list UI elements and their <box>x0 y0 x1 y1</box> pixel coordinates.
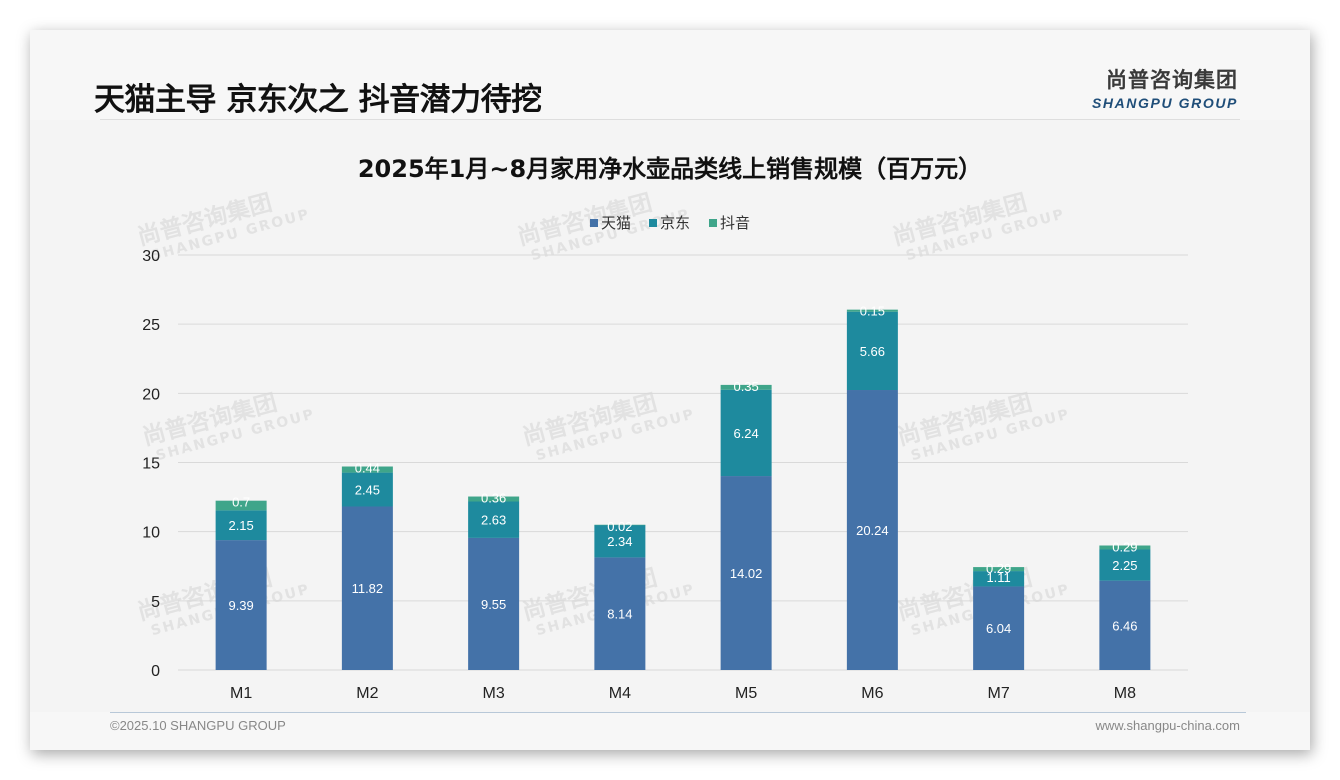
y-tick-label: 0 <box>151 663 160 680</box>
bar-抖音-M3 <box>468 496 520 502</box>
y-tick-label: 10 <box>142 525 160 542</box>
footer: ©2025.10 SHANGPU GROUP www.shangpu-china… <box>30 712 1310 750</box>
legend-item-抖音: 抖音 <box>709 214 750 232</box>
bar-京东-M1 <box>215 510 267 541</box>
data-label: 6.04 <box>986 621 1011 636</box>
bar-抖音-M6 <box>846 309 898 312</box>
data-label: 0.29 <box>986 561 1011 576</box>
x-tick-label: M2 <box>356 685 378 702</box>
company-logo: 尚普咨询集团 SHANGPU GROUP <box>1092 64 1238 111</box>
page-title: 天猫主导 京东次之 抖音潜力待挖 <box>94 82 542 118</box>
legend-item-天猫: 天猫 <box>590 214 631 232</box>
bar-京东-M6 <box>846 311 898 391</box>
copyright-text: ©2025.10 SHANGPU GROUP <box>110 718 286 733</box>
data-label: 2.25 <box>1112 558 1137 573</box>
data-label: 2.34 <box>607 534 632 549</box>
legend-item-京东: 京东 <box>649 214 690 232</box>
legend-label: 京东 <box>660 214 690 232</box>
x-tick-label: M4 <box>609 685 631 702</box>
data-label: 14.02 <box>730 566 763 581</box>
legend-label: 抖音 <box>720 214 750 232</box>
bar-抖音-M8 <box>1099 545 1151 550</box>
x-tick-label: M6 <box>861 685 883 702</box>
data-label: 0.36 <box>481 491 506 506</box>
slide: 天猫主导 京东次之 抖音潜力待挖 尚普咨询集团 SHANGPU GROUP 尚普… <box>30 30 1310 750</box>
header-divider <box>100 119 1240 120</box>
bar-京东-M3 <box>468 501 520 538</box>
chart-title: 2025年1月~8月家用净水壶品类线上销售规模（百万元） <box>358 155 982 183</box>
y-tick-label: 30 <box>142 248 160 265</box>
header: 天猫主导 京东次之 抖音潜力待挖 尚普咨询集团 SHANGPU GROUP <box>30 30 1310 120</box>
data-label: 11.82 <box>352 581 384 596</box>
data-label: 0.35 <box>733 379 758 394</box>
data-label: 6.24 <box>733 426 758 441</box>
bar-京东-M8 <box>1099 549 1151 581</box>
bar-抖音-M2 <box>341 466 393 473</box>
data-label: 0.44 <box>355 461 380 476</box>
data-label: 2.45 <box>355 483 380 498</box>
bar-京东-M5 <box>720 389 772 477</box>
bar-天猫-M5 <box>720 476 772 670</box>
bar-天猫-M8 <box>1099 580 1151 670</box>
logo-en-text: SHANGPU GROUP <box>1091 95 1238 111</box>
data-label: 0.15 <box>860 304 885 319</box>
data-label: 6.46 <box>1112 618 1137 633</box>
bar-京东-M2 <box>341 472 393 507</box>
data-label: 20.24 <box>856 523 889 538</box>
footer-divider <box>110 712 1246 713</box>
bar-京东-M4 <box>594 525 646 558</box>
y-tick-label: 25 <box>142 317 160 334</box>
data-label: 1.11 <box>986 570 1010 585</box>
data-label: 0.02 <box>607 519 632 534</box>
y-tick-label: 5 <box>151 594 160 611</box>
y-tick-label: 15 <box>142 456 160 473</box>
logo-cn-text: 尚普咨询集团 <box>1106 68 1238 92</box>
website-link[interactable]: www.shangpu-china.com <box>1095 718 1240 733</box>
data-label: 0.7 <box>232 495 250 510</box>
legend-swatch <box>590 219 598 227</box>
legend-swatch <box>649 219 657 227</box>
legend: 天猫 京东 抖音 <box>590 214 750 232</box>
bar-天猫-M6 <box>846 390 898 670</box>
data-label: 5.66 <box>860 344 885 359</box>
bar-天猫-M7 <box>973 586 1025 670</box>
legend-swatch <box>709 219 717 227</box>
x-axis-ticks: M1 M2 M3 M4 M5 M6 M7 M8 <box>230 685 1136 702</box>
bar-天猫-M3 <box>468 537 520 670</box>
bar-抖音-M1 <box>215 500 267 511</box>
gridlines <box>178 254 1188 671</box>
legend-label: 天猫 <box>601 214 631 232</box>
y-axis-ticks: 0 5 10 15 20 25 30 <box>142 248 160 680</box>
x-tick-label: M1 <box>230 685 252 702</box>
data-labels: 9.39 2.15 0.7 11.82 2.45 0.44 9.55 2.63 0.36 8.14… <box>228 304 1137 637</box>
bar-抖音-M7 <box>973 567 1025 572</box>
bar-天猫-M2 <box>341 506 393 670</box>
data-label: 9.55 <box>481 597 506 612</box>
x-tick-label: M5 <box>735 685 757 702</box>
bar-抖音-M5 <box>720 384 772 390</box>
x-tick-label: M7 <box>988 685 1010 702</box>
data-label: 2.63 <box>481 513 506 528</box>
bars <box>215 309 1151 670</box>
bar-京东-M7 <box>973 571 1025 587</box>
data-label: 0.29 <box>1112 540 1137 555</box>
y-tick-label: 20 <box>142 386 160 403</box>
bar-抖音-M4 <box>594 524 646 526</box>
data-label: 8.14 <box>607 607 632 622</box>
data-label: 2.15 <box>228 518 253 533</box>
bar-天猫-M4 <box>594 557 646 670</box>
x-tick-label: M8 <box>1114 685 1136 702</box>
data-label: 9.39 <box>228 598 253 613</box>
x-tick-label: M3 <box>483 685 505 702</box>
bar-天猫-M1 <box>215 540 267 670</box>
